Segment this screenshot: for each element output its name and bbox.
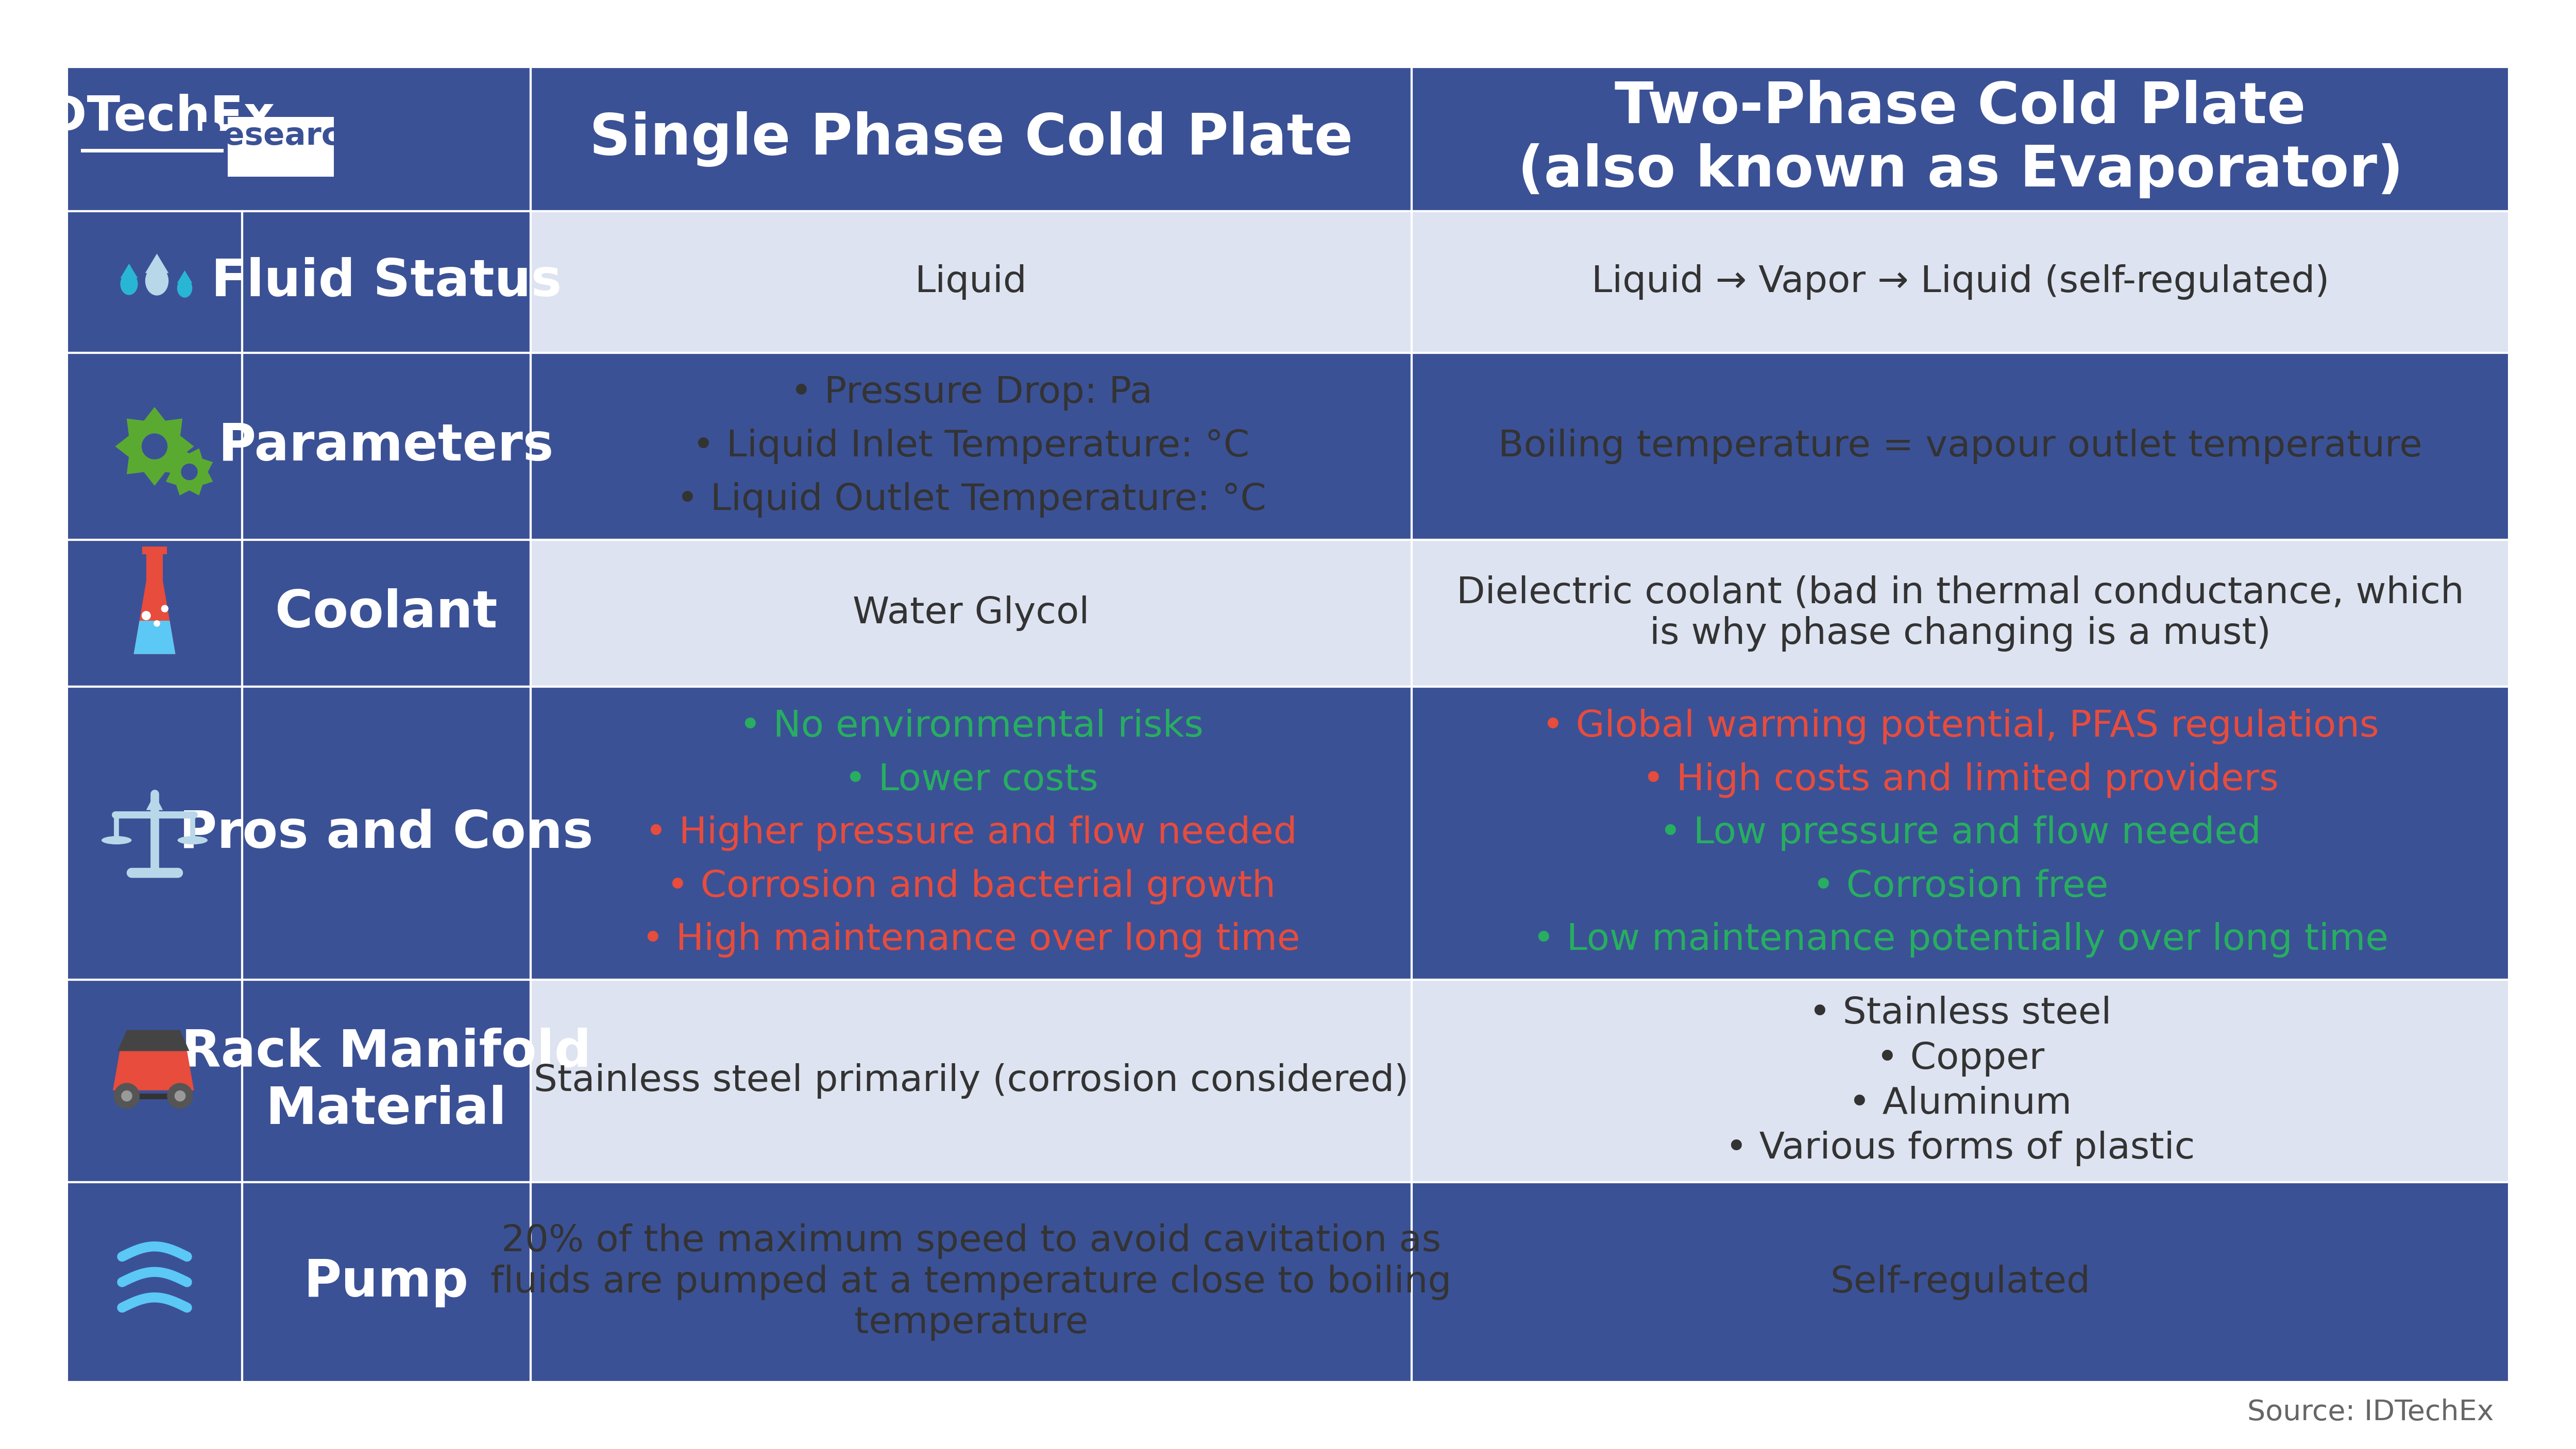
Polygon shape [134,580,175,653]
Text: Stainless steel primarily (corrosion considered): Stainless steel primarily (corrosion con… [533,1064,1409,1098]
Text: • Higher pressure and flow needed: • Higher pressure and flow needed [644,816,1298,851]
Text: 20% of the maximum speed to avoid cavitation as
fluids are pumped at a temperatu: 20% of the maximum speed to avoid cavita… [489,1223,1453,1340]
Bar [1412,980,2509,1182]
Bar [67,1182,242,1382]
Bar [531,212,1412,352]
Text: Single Phase Cold Plate: Single Phase Cold Plate [590,112,1352,167]
Circle shape [142,611,152,620]
Bar [1412,212,2509,352]
Ellipse shape [178,278,193,297]
Bar [242,212,531,352]
Bar [67,212,242,352]
Circle shape [180,464,198,480]
Text: Pump: Pump [304,1258,469,1307]
Text: Liquid → Vapor → Liquid (self-regulated): Liquid → Vapor → Liquid (self-regulated) [1592,264,2329,300]
Text: Fluid Status: Fluid Status [211,256,562,307]
Text: Water Glycol: Water Glycol [853,596,1090,632]
Bar [1412,67,2509,212]
Circle shape [155,620,160,627]
Text: • Global warming potential, PFAS regulations: • Global warming potential, PFAS regulat… [1543,709,2378,745]
Text: • High costs and limited providers: • High costs and limited providers [1643,762,2277,798]
Text: • Liquid Outlet Temperature: °C: • Liquid Outlet Temperature: °C [677,483,1265,517]
Bar [531,687,1412,980]
Bar [531,352,1412,540]
Polygon shape [121,264,139,278]
Bar [531,980,1412,1182]
Text: Coolant: Coolant [276,588,497,638]
Circle shape [175,1091,185,1101]
Bar [147,555,162,580]
Text: Dielectric coolant (bad in thermal conductance, which
is why phase changing is a: Dielectric coolant (bad in thermal condu… [1455,575,2465,652]
Text: • Lower costs: • Lower costs [845,762,1097,798]
Text: • Various forms of plastic: • Various forms of plastic [1726,1130,2195,1166]
Text: • Aluminum: • Aluminum [1850,1085,2071,1122]
Circle shape [142,433,167,459]
Text: Research: Research [198,122,363,151]
Ellipse shape [100,836,131,845]
Text: • Stainless steel: • Stainless steel [1808,995,2112,1032]
Bar [142,546,167,555]
Bar [1412,540,2509,687]
Text: IDTechEx: IDTechEx [28,94,276,141]
Text: Boiling temperature = vapour outlet temperature: Boiling temperature = vapour outlet temp… [1499,429,2421,464]
Circle shape [121,1091,131,1101]
Text: • Corrosion free: • Corrosion free [1814,869,2107,904]
Text: Parameters: Parameters [219,422,554,471]
Ellipse shape [178,836,209,845]
Polygon shape [113,1051,193,1091]
Polygon shape [147,794,162,810]
Text: • Low pressure and flow needed: • Low pressure and flow needed [1659,816,2262,851]
Bar [242,352,531,540]
Bar [67,687,242,980]
Bar [1412,687,2509,980]
Text: • Corrosion and bacterial growth: • Corrosion and bacterial growth [667,869,1275,904]
Text: Self-regulated: Self-regulated [1829,1265,2092,1300]
Bar [242,1182,531,1382]
Text: • Low maintenance potentially over long time: • Low maintenance potentially over long … [1533,922,2388,958]
FancyBboxPatch shape [227,117,335,177]
Polygon shape [134,620,175,653]
Polygon shape [178,271,193,283]
Ellipse shape [121,272,139,296]
Polygon shape [165,448,214,496]
Circle shape [162,604,167,613]
Bar [242,687,531,980]
Polygon shape [144,254,167,272]
Bar [242,540,531,687]
Bar [531,67,1412,212]
Circle shape [167,1082,193,1108]
Bar [1412,1182,2509,1382]
Bar [531,540,1412,687]
Ellipse shape [144,267,167,296]
Bar [242,980,531,1182]
Polygon shape [116,407,193,485]
Text: • High maintenance over long time: • High maintenance over long time [641,922,1301,958]
Bar [67,980,242,1182]
Text: Rack Manifold
Material: Rack Manifold Material [180,1027,592,1135]
Bar [531,1182,1412,1382]
Text: • No environmental risks: • No environmental risks [739,709,1203,745]
Text: Two-Phase Cold Plate
(also known as Evaporator): Two-Phase Cold Plate (also known as Evap… [1517,80,2403,199]
Text: Liquid: Liquid [914,264,1028,300]
Bar [67,352,242,540]
Bar [67,67,531,212]
Bar [1412,352,2509,540]
Polygon shape [118,1030,191,1051]
Text: Source: IDTechEx: Source: IDTechEx [2246,1398,2494,1426]
Text: • Pressure Drop: Pa: • Pressure Drop: Pa [791,375,1151,410]
Bar [67,540,242,687]
Text: Pros and Cons: Pros and Cons [180,809,592,858]
Circle shape [113,1082,139,1108]
Text: • Liquid Inlet Temperature: °C: • Liquid Inlet Temperature: °C [693,429,1249,464]
Text: • Copper: • Copper [1875,1040,2045,1077]
